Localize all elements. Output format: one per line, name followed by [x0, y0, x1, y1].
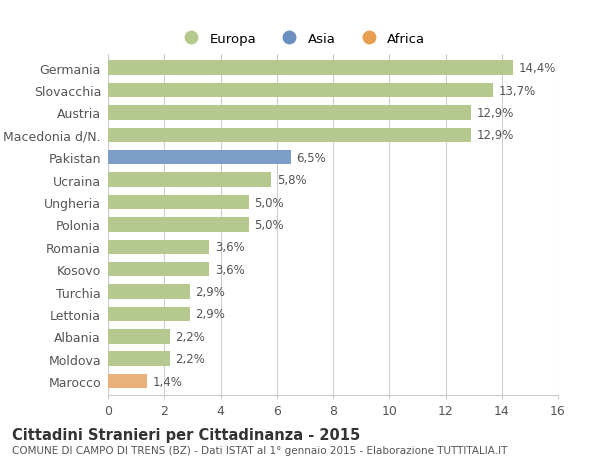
Bar [108, 352, 170, 366]
Text: 5,0%: 5,0% [254, 218, 284, 231]
Text: 3,6%: 3,6% [215, 263, 245, 276]
Text: 2,2%: 2,2% [176, 330, 205, 343]
Bar [108, 330, 170, 344]
Text: 6,5%: 6,5% [296, 151, 326, 164]
Text: 13,7%: 13,7% [499, 84, 536, 97]
Bar [108, 106, 471, 120]
Text: 14,4%: 14,4% [518, 62, 556, 75]
Bar [108, 128, 471, 143]
Legend: Europa, Asia, Africa: Europa, Asia, Africa [173, 28, 430, 51]
Bar [108, 151, 291, 165]
Bar [108, 61, 513, 76]
Text: COMUNE DI CAMPO DI TRENS (BZ) - Dati ISTAT al 1° gennaio 2015 - Elaborazione TUT: COMUNE DI CAMPO DI TRENS (BZ) - Dati IST… [12, 445, 508, 455]
Bar [108, 285, 190, 299]
Text: 1,4%: 1,4% [153, 375, 183, 388]
Text: 2,9%: 2,9% [195, 285, 225, 298]
Text: 5,8%: 5,8% [277, 174, 307, 187]
Text: 3,6%: 3,6% [215, 241, 245, 254]
Bar [108, 195, 248, 210]
Bar [108, 374, 148, 389]
Bar [108, 240, 209, 255]
Bar [108, 173, 271, 187]
Text: 2,2%: 2,2% [176, 353, 205, 365]
Text: 5,0%: 5,0% [254, 196, 284, 209]
Bar [108, 263, 209, 277]
Text: 12,9%: 12,9% [476, 129, 514, 142]
Text: Cittadini Stranieri per Cittadinanza - 2015: Cittadini Stranieri per Cittadinanza - 2… [12, 427, 360, 442]
Bar [108, 307, 190, 322]
Text: 12,9%: 12,9% [476, 106, 514, 120]
Text: 2,9%: 2,9% [195, 308, 225, 321]
Bar [108, 218, 248, 232]
Bar [108, 84, 493, 98]
